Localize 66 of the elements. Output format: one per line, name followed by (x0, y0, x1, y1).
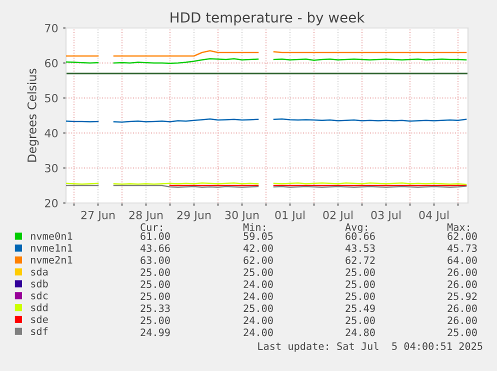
legend-label: nvme1n1 (31, 244, 72, 252)
text: Cur: (140, 223, 162, 231)
text: 25.33 (140, 304, 170, 312)
text: 26.00 (448, 280, 477, 288)
y-tick-label: 30 (45, 164, 58, 172)
legend-label: sdc (31, 292, 48, 300)
text: 63.00 (140, 256, 170, 264)
text: 25.00 (140, 292, 170, 300)
legend-label: sdb (31, 280, 48, 288)
text: 25.49 (346, 304, 375, 312)
y-tick-label: 70 (45, 24, 58, 32)
x-tick-label: 30 Jun (225, 210, 259, 222)
legend-label: nvme2n1 (31, 256, 72, 264)
x-tick-label: 04 Jul (419, 210, 448, 222)
text: 60.66 (346, 232, 375, 240)
text: 25.00 (346, 268, 375, 276)
y-tick-label: 20 (45, 198, 58, 208)
y-axis-title: Degrees Celsius (27, 68, 39, 162)
text: 42.00 (244, 244, 273, 252)
legend-label: sdf (31, 327, 48, 336)
y-tick-label: 50 (45, 94, 58, 102)
text: 25.00 (244, 268, 273, 276)
legend-label: sde (31, 315, 48, 324)
x-tick-label: 29 Jun (177, 210, 211, 222)
x-tick-label: 28 Jun (129, 210, 163, 222)
text: 24.99 (140, 328, 170, 336)
text: 61.00 (140, 232, 170, 240)
text: 24.00 (244, 292, 273, 300)
text: 25.00 (346, 292, 375, 300)
text: 25.00 (244, 304, 273, 312)
text: 62.00 (244, 256, 273, 264)
text: 25.00 (346, 316, 375, 324)
text: 59.05 (244, 232, 273, 240)
text: 25.00 (140, 316, 170, 324)
text: 25.00 (140, 268, 170, 276)
text: 26.00 (448, 268, 477, 276)
text: 26.00 (448, 304, 477, 312)
text: 62.00 (448, 232, 477, 240)
x-tick-label: 27 Jun (81, 210, 115, 222)
x-tick-label: 03 Jul (371, 210, 400, 222)
text: 24.00 (244, 328, 273, 336)
text: 25.00 (140, 280, 170, 288)
text: 45.73 (448, 244, 477, 252)
text: 24.00 (244, 316, 273, 324)
x-tick-label: 02 Jul (323, 210, 352, 222)
legend-label: sda (31, 268, 48, 276)
text: 43.66 (140, 244, 170, 252)
text: 25.00 (448, 328, 477, 336)
x-tick-label: 01 Jul (275, 210, 304, 222)
text: 24.80 (346, 328, 375, 336)
text: 43.53 (346, 244, 375, 252)
text: 26.00 (448, 316, 477, 324)
text: 64.00 (448, 256, 477, 264)
legend-label: nvme0n1 (31, 232, 72, 240)
y-tick-label: 60 (45, 58, 58, 68)
text: Min: (243, 223, 265, 231)
text: Avg: (345, 223, 367, 233)
text: 25.00 (346, 280, 375, 288)
text: 24.00 (244, 280, 273, 288)
y-tick-label: 40 (44, 128, 58, 138)
text: 25.92 (448, 292, 477, 300)
text: 62.72 (346, 256, 375, 264)
text: Last update: Sat Jul 5 04:00:51 2025 (258, 342, 482, 352)
text: Max: (447, 223, 469, 231)
legend-label: sdd (31, 303, 48, 312)
chart-title: HDD temperature - by week (170, 12, 365, 26)
